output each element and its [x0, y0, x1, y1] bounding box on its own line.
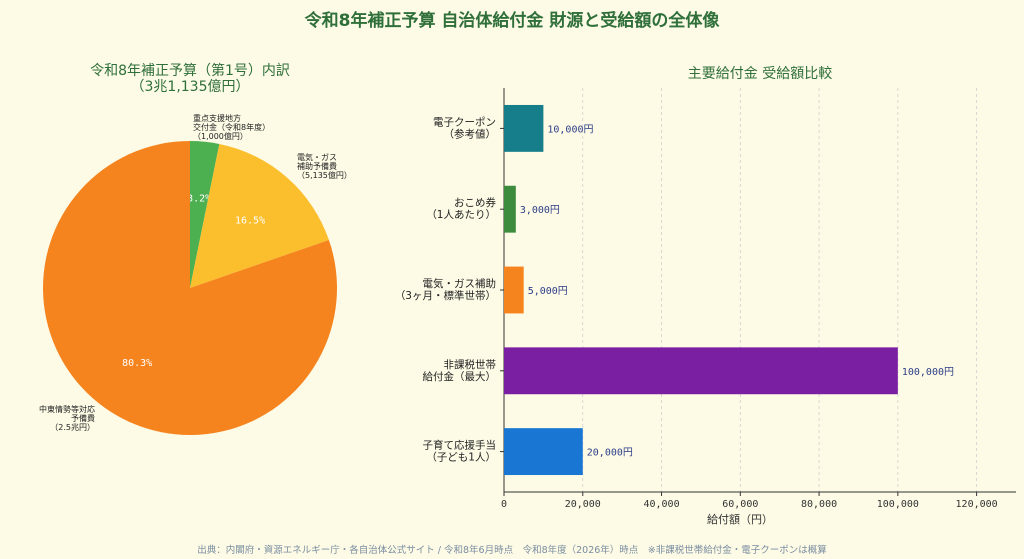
bar-value-label: 3,000円 [520, 205, 560, 216]
x-tick-label: 120,000 [956, 499, 998, 510]
bar-category-label: 子育て応援手当（子ども1人） [423, 439, 497, 464]
bar-value-label: 100,000円 [902, 367, 954, 378]
bar-value-label: 10,000円 [547, 124, 593, 135]
x-tick-label: 60,000 [722, 499, 758, 510]
bar-category-label: 非課税世帯給付金（最大） [423, 358, 497, 383]
bar [504, 428, 583, 476]
bar [504, 347, 898, 395]
pie-chart-title: 令和8年補正予算（第1号）内訳 （3兆1,135億円） [40, 63, 340, 95]
pie-slice [190, 143, 329, 288]
x-tick-label: 80,000 [801, 499, 837, 510]
bar-chart-title: 主要給付金 受給額比較 [687, 66, 833, 82]
x-tick-label: 100,000 [877, 499, 919, 510]
pie-slice [42, 141, 337, 435]
x-tick-label: 0 [501, 499, 507, 510]
pie-slice-label: 中東情勢等対応予備費（2.5兆円） [39, 404, 95, 432]
bar-value-label: 5,000円 [528, 286, 568, 297]
main-title: 令和8年補正予算 自治体給付金 財源と受給額の全体像 [304, 11, 720, 31]
bar-value-label: 20,000円 [587, 448, 633, 459]
pie-slice-label: 重点支援地方交付金（令和8年度）（1,000億円） [193, 113, 270, 141]
bar [504, 266, 524, 314]
pie-chart: 3.2% 重点支援地方交付金（令和8年度）（1,000億円） 16.5% 電気・ガス補… [39, 113, 352, 435]
pie-slice [190, 141, 220, 288]
bar [504, 185, 516, 233]
bar-category-label: おこめ券（1人あたり） [426, 196, 496, 221]
pie-percent-label: 3.2% [187, 193, 211, 204]
bar [504, 104, 544, 152]
source-footer: 出典：内閣府・資源エネルギー庁・各自治体公式サイト / 令和8年6月時点 令和8… [197, 545, 827, 556]
x-tick-label: 20,000 [565, 499, 601, 510]
pie-title-line2: （3兆1,135億円） [130, 79, 250, 95]
pie-slice-label: 電気・ガス補助予備費（5,135億円） [297, 152, 352, 180]
bar-category-label: 電気・ガス補助（3ヶ月・標準世帯） [395, 277, 496, 302]
pie-percent-label: 16.5% [235, 215, 265, 226]
x-tick-label: 40,000 [643, 499, 679, 510]
pie-title-line1: 令和8年補正予算（第1号）内訳 [90, 63, 290, 79]
bar-category-label: 電子クーポン（参考値） [433, 116, 496, 140]
x-axis-label: 給付額（円） [707, 512, 773, 526]
pie-percent-label: 80.3% [122, 358, 152, 369]
